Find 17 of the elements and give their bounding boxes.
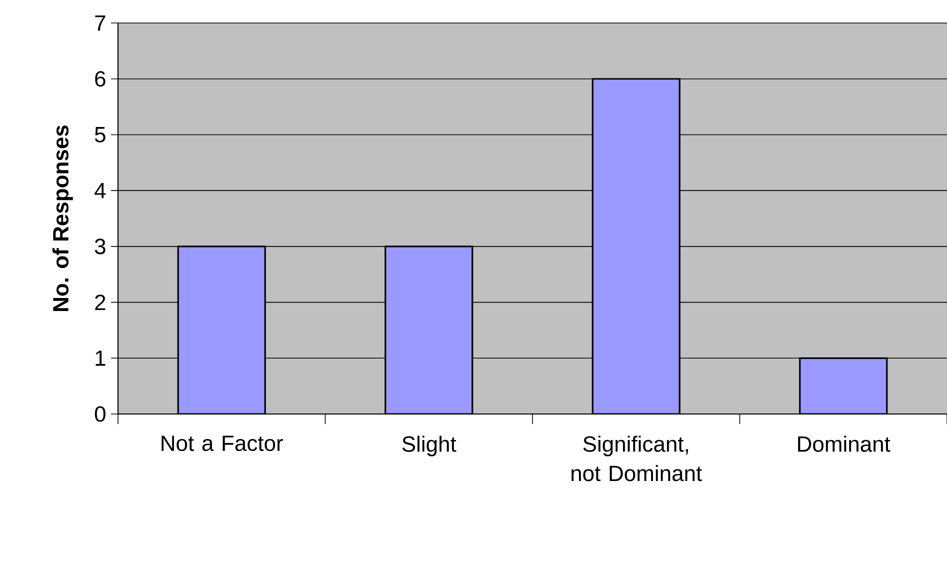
bar xyxy=(384,246,474,414)
y-tick-label: 6 xyxy=(95,71,106,87)
y-tick-label: 3 xyxy=(94,238,106,254)
y-tick-label: 4 xyxy=(94,183,106,198)
y-tick-label: 1 xyxy=(96,350,106,366)
bar xyxy=(799,357,888,414)
bar xyxy=(592,78,680,414)
y-tick-label: 7 xyxy=(95,15,106,31)
y-tick-label: 0 xyxy=(94,406,106,422)
y-tick-label: 2 xyxy=(95,294,106,310)
x-tick-label: Significant, not Dominant xyxy=(572,436,702,482)
y-axis-title: No. of Responses xyxy=(52,125,73,311)
x-tick-label: Slight xyxy=(402,436,456,456)
x-tick-label: Not a Factor xyxy=(162,436,283,452)
y-tick-label: 5 xyxy=(94,127,106,142)
bar xyxy=(177,246,266,414)
x-tick-label: Dominant xyxy=(798,436,890,452)
